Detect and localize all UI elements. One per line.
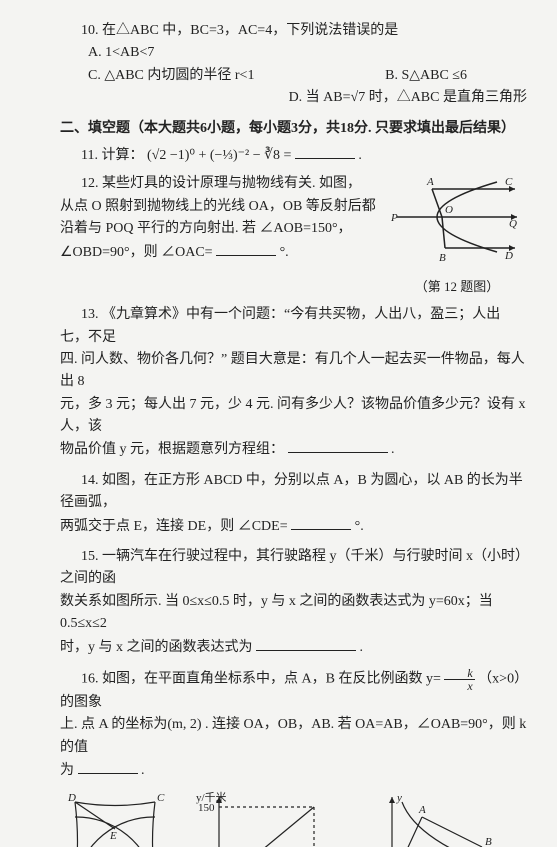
f14-d: D bbox=[67, 792, 76, 804]
q10-choice-c: C. △ABC 内切圆的半径 r<1 bbox=[88, 65, 325, 87]
q16-blank[interactable] bbox=[78, 759, 138, 774]
f14-c: C bbox=[157, 792, 165, 804]
f16-y: y bbox=[396, 792, 402, 804]
f14-e: E bbox=[109, 830, 117, 842]
q13-p1: 13. 《九章算术》中有一个问题：“今有共买物，人出八，盈三；人出七，不足 bbox=[60, 304, 527, 349]
q12-blank[interactable] bbox=[216, 241, 276, 256]
q15-p3-pre: 时，y 与 x 之间的函数表达式为 bbox=[60, 640, 253, 655]
q15-p2: 数关系如图所示. 当 0≤x≤0.5 时，y 与 x 之间的函数表达式为 y=6… bbox=[60, 591, 527, 636]
q16-p1-pre: 16. 如图，在平面直角坐标系中，点 A，B 在反比例函数 y= bbox=[81, 672, 441, 687]
q12-p4-pre: ∠OBD=90°，则 ∠OAC= bbox=[60, 245, 213, 260]
f15-ytick: 150 bbox=[198, 802, 215, 814]
fig16: y x O A B （第16题图） bbox=[377, 787, 527, 847]
q11-expr: (√2 −1)⁰ + (−⅓)⁻² − ∛8 = bbox=[147, 148, 291, 163]
q16-p3-pre: 为 bbox=[60, 763, 74, 778]
q15-p3-suf: . bbox=[360, 640, 364, 655]
q12-caption: （第 12 题图） bbox=[387, 277, 527, 298]
q11-period: . bbox=[358, 148, 362, 163]
q10-stem: 10. 在△ABC 中，BC=3，AC=4，下列说法错误的是 bbox=[60, 20, 527, 42]
q10-choice-b: B. S△ABC ≤6 bbox=[385, 65, 467, 87]
q11-blank[interactable] bbox=[295, 144, 355, 159]
q14-p1: 14. 如图，在正方形 ABCD 中，分别以点 A，B 为圆心，以 AB 的长为… bbox=[60, 470, 527, 515]
q12-label-o: O bbox=[445, 204, 453, 216]
q13-p4-suf: . bbox=[391, 442, 395, 457]
q16-frac-den: x bbox=[444, 680, 474, 692]
f16-b: B bbox=[485, 836, 492, 847]
q14-p2-suf: °. bbox=[355, 519, 364, 534]
q15-p1: 15. 一辆汽车在行驶过程中，其行驶路程 y（千米）与行驶时间 x（小时）之间的… bbox=[60, 546, 527, 591]
q15-blank[interactable] bbox=[256, 636, 356, 651]
q10-choice-d: D. 当 AB=√7 时，△ABC 是直角三角形 bbox=[289, 87, 527, 109]
q13-p3: 元，多 3 元；每人出 7 元，少 4 元. 问有多少人？该物品价值多少元？设有… bbox=[60, 394, 527, 439]
section-2-title: 二、填空题（本大题共6小题，每小题3分，共18分. 只要求填出最后结果） bbox=[60, 118, 527, 140]
q13-blank[interactable] bbox=[288, 438, 388, 453]
q13-p4-pre: 物品价值 y 元，根据题意列方程组： bbox=[60, 442, 284, 457]
f16-a: A bbox=[418, 804, 426, 816]
q10-choice-a: A. 1<AB<7 bbox=[88, 42, 154, 64]
q13-p2: 四. 问人数、物价各几何？” 题目大意是：有几个人一起去买一件物品，每人出 8 bbox=[60, 349, 527, 394]
q12-label-b: B bbox=[439, 252, 446, 264]
q16-fraction: k x bbox=[444, 667, 474, 692]
q12-label-d: D bbox=[504, 250, 513, 262]
q14-blank[interactable] bbox=[291, 515, 351, 530]
q11-pre: 11. 计算： bbox=[81, 148, 143, 163]
q12-label-a: A bbox=[426, 176, 434, 188]
q12-diagram: A C O P Q B D （第 12 题图） bbox=[387, 167, 527, 298]
q16-p3-suf: . bbox=[141, 763, 145, 778]
fig14: D C A B E （第14题图） bbox=[60, 787, 170, 847]
q14-p2-pre: 两弧交于点 E，连接 DE，则 ∠CDE= bbox=[60, 519, 288, 534]
fig15: y/千米 150 O 0.5 2 x/小时 （第15题图） bbox=[194, 787, 354, 847]
q16-p2: 上. 点 A 的坐标为(m, 2) . 连接 OA，OB，AB. 若 OA=AB… bbox=[60, 714, 527, 759]
q12-label-q: Q bbox=[509, 218, 517, 230]
q12-label-c: C bbox=[505, 176, 513, 188]
q12-label-p: P bbox=[390, 212, 398, 224]
q12-p4-suf: °. bbox=[280, 245, 289, 260]
